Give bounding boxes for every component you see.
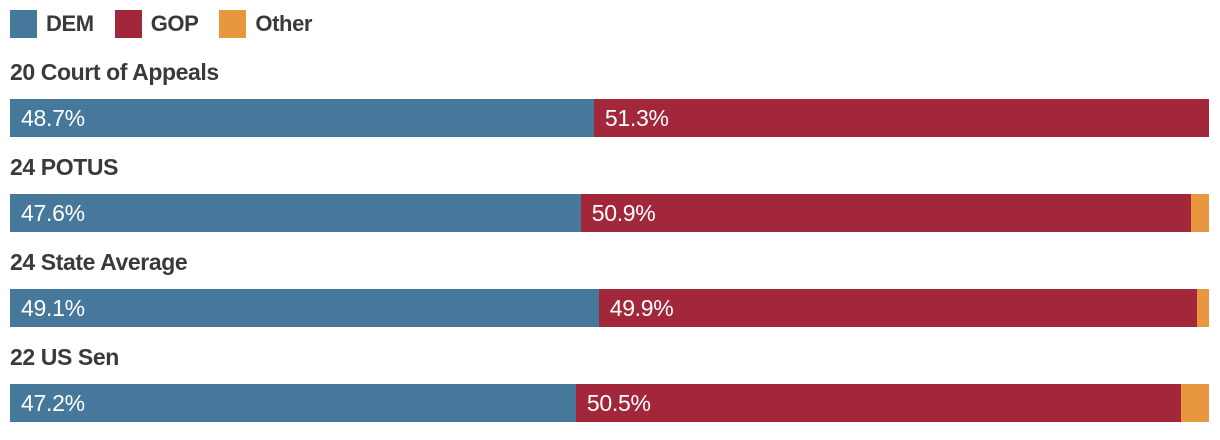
bar-segment-gop: 50.9% [580,194,1191,232]
bar-segment-value-label: 51.3% [604,104,669,131]
legend-label-other: Other [255,11,313,36]
legend-item-other: Other [219,10,312,38]
dem-color-swatch [10,10,37,38]
legend-item-gop: GOP [114,10,199,38]
bar-segment-dem: 48.7% [10,99,594,137]
bar-segment-other [1191,194,1209,232]
bar-segment-value-label: 50.9% [591,199,656,226]
bar-segment-gop: 49.9% [598,289,1197,327]
bar-segment-other [1197,289,1209,327]
bar-row: 48.7% 51.3% [10,99,1209,137]
bar-segment-value-label: 49.1% [21,294,85,321]
bar-segment-gop: 51.3% [593,99,1209,137]
bar-row: 47.2% 50.5% [10,384,1209,422]
legend: DEM GOP Other [10,10,1210,38]
legend-label-gop: GOP [150,11,199,36]
bar-segment-dem: 47.2% [10,384,576,422]
bar-group-title: 20 Court of Appeals [10,59,219,85]
bar-segment-value-label: 50.5% [586,389,651,416]
bar-segment-dem: 47.6% [10,194,581,232]
bar-segment-value-label: 47.6% [21,199,85,226]
bar-group-title: 24 State Average [10,249,188,275]
bar-groups: 20 Court of Appeals 48.7% 51.3% 24 POTUS 47.… [0,60,1220,422]
bar-segment-dem: 49.1% [10,289,599,327]
bar-segment-value-label: 48.7% [21,104,85,131]
bar-segment-value-label: 49.9% [609,294,674,321]
other-color-swatch [219,10,247,38]
legend-item-dem: DEM [10,10,94,38]
bar-group-title: 22 US Sen [10,344,119,370]
bar-segment-gop: 50.5% [575,384,1182,422]
bar-segment-other [1181,384,1209,422]
bar-segment-value-label: 47.2% [21,389,85,416]
bar-row: 49.1% 49.9% [10,289,1209,327]
bar-group-title: 24 POTUS [10,154,119,180]
stacked-bar-chart: DEM GOP Other 20 Court of Appeals 48.7% 51.3… [0,10,1220,440]
legend-label-dem: DEM [46,11,94,36]
gop-color-swatch [114,10,142,38]
bar-row: 47.6% 50.9% [10,194,1209,232]
